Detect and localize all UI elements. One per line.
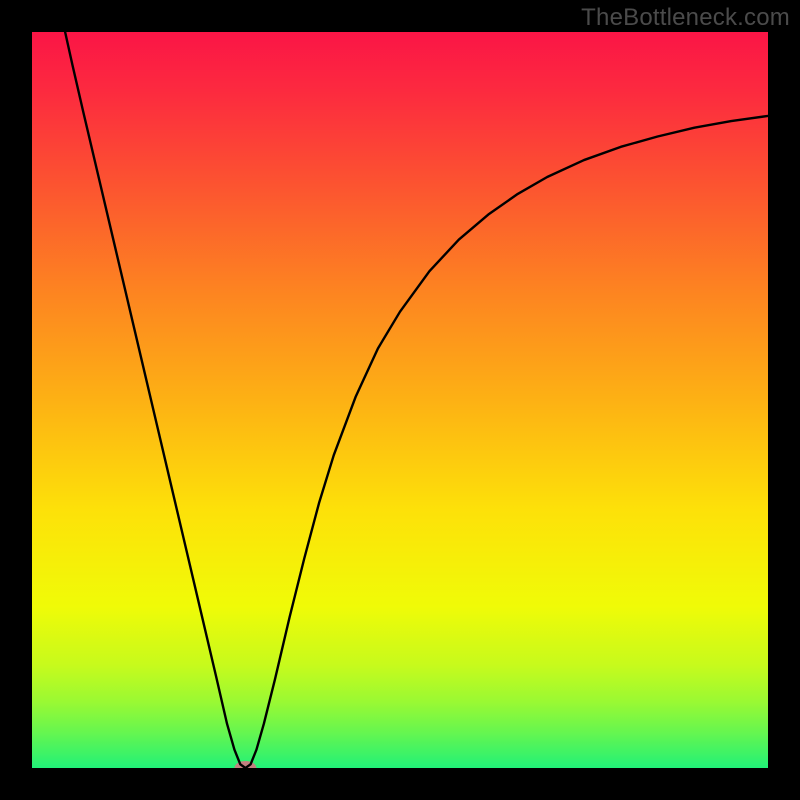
bottleneck-curve-chart: [32, 32, 768, 768]
plot-area: [32, 32, 768, 768]
watermark-text: TheBottleneck.com: [581, 4, 790, 32]
chart-container: { "watermark": { "text": "TheBottleneck.…: [0, 0, 800, 800]
gradient-background: [32, 32, 768, 768]
